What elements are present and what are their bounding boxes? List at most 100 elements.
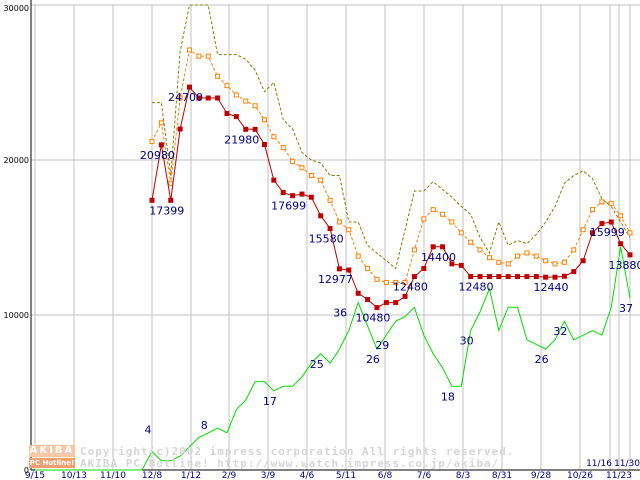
data-point-average — [505, 261, 511, 267]
data-point-average — [261, 117, 267, 123]
data-point-average — [402, 279, 408, 285]
data-label: 25 — [310, 358, 324, 371]
x-tick-label: 1/12 — [181, 471, 201, 480]
x-tick-label: 11/30 — [614, 459, 640, 469]
data-label: 12977 — [318, 273, 353, 286]
data-point-average — [543, 258, 549, 264]
data-point-min — [308, 194, 314, 200]
x-tick-label: 10/13 — [61, 471, 87, 480]
data-point-min — [271, 177, 277, 183]
data-point-average — [383, 279, 389, 285]
x-tick-label: 8/3 — [456, 471, 470, 480]
data-point-average — [149, 138, 155, 144]
data-label: 12480 — [393, 281, 428, 294]
data-point-min — [402, 293, 408, 299]
x-tick-label: 11/16 — [586, 459, 612, 469]
data-point-average — [290, 159, 296, 165]
x-tick-label: 11/23 — [606, 471, 632, 480]
data-point-min — [618, 241, 624, 247]
data-point-min — [608, 219, 614, 225]
logo-pc-hotline: PC Hotline! — [29, 458, 75, 468]
data-point-min — [186, 84, 192, 90]
data-point-average — [224, 83, 230, 89]
data-point-average — [252, 103, 258, 109]
data-point-min — [468, 274, 474, 280]
data-point-average — [486, 255, 492, 261]
data-point-min — [299, 191, 305, 197]
data-point-average — [411, 247, 417, 253]
watermark-copyright: Copyright(c)2002 impress corporation All… — [80, 445, 515, 458]
data-point-min — [496, 274, 502, 280]
series-line-shops — [35, 246, 631, 471]
data-point-average — [421, 216, 427, 222]
data-point-average — [608, 200, 614, 206]
data-point-min — [215, 95, 221, 101]
x-tick-label: 6/8 — [378, 471, 393, 480]
data-point-min — [280, 190, 286, 196]
logo-akiba: AKIBA — [29, 445, 75, 457]
data-point-average — [177, 95, 183, 101]
data-point-min — [318, 213, 324, 219]
x-tick-label: 7/6 — [417, 471, 432, 480]
data-point-min — [627, 252, 633, 258]
data-label: 17699 — [271, 200, 306, 213]
data-point-average — [599, 199, 605, 205]
y-tick-label: 10000 — [4, 311, 29, 320]
data-label: 18 — [441, 390, 455, 403]
x-tick-label: 11/10 — [100, 471, 126, 480]
data-point-min — [168, 197, 174, 203]
data-point-min — [552, 274, 558, 280]
data-point-average — [336, 219, 342, 225]
data-point-min — [233, 114, 239, 120]
data-label: 37 — [619, 302, 633, 315]
data-label: 24700 — [168, 91, 203, 104]
data-point-average — [318, 177, 324, 183]
data-point-average — [186, 47, 192, 53]
series-line-min — [151, 86, 631, 309]
data-point-min — [393, 300, 399, 306]
data-label: 26 — [535, 353, 549, 366]
data-point-min — [261, 142, 267, 147]
data-label: 4 — [145, 423, 152, 436]
data-point-min — [505, 274, 511, 280]
data-point-average — [393, 279, 399, 285]
data-point-min — [290, 193, 296, 199]
data-point-min — [383, 300, 389, 306]
data-point-min — [590, 230, 596, 236]
data-point-min — [580, 258, 586, 264]
x-tick-label: 2/9 — [222, 471, 237, 480]
y-tick-label: 0 — [24, 466, 29, 475]
data-point-average — [374, 276, 380, 282]
data-point-average — [215, 73, 221, 79]
data-point-average — [355, 253, 361, 259]
data-point-min — [458, 262, 464, 268]
series-line-max — [152, 4, 631, 270]
data-point-average — [280, 145, 286, 151]
data-point-min — [346, 267, 352, 273]
x-tick-label: 9/28 — [531, 471, 551, 480]
x-tick-label: 3/9 — [261, 471, 276, 480]
data-label: 30 — [460, 335, 474, 348]
data-point-min — [599, 221, 605, 227]
data-label: 21980 — [224, 133, 259, 146]
data-point-min — [449, 261, 455, 267]
data-point-average — [618, 213, 624, 219]
data-point-min — [524, 274, 530, 280]
data-point-average — [299, 165, 305, 171]
data-label: 8 — [201, 419, 208, 432]
data-point-min — [477, 274, 483, 280]
data-label: 14400 — [421, 251, 456, 264]
data-point-average — [571, 247, 577, 253]
data-point-min — [561, 273, 567, 279]
data-point-min — [252, 126, 258, 132]
data-point-min — [205, 95, 211, 101]
y-tick-label: 20000 — [4, 156, 29, 165]
data-point-average — [430, 207, 436, 213]
data-point-min — [224, 111, 230, 116]
data-label: 32 — [553, 325, 567, 338]
x-tick-label: 12/8 — [142, 471, 162, 480]
data-point-average — [468, 239, 474, 245]
data-point-average — [440, 211, 446, 217]
data-point-average — [458, 230, 464, 236]
